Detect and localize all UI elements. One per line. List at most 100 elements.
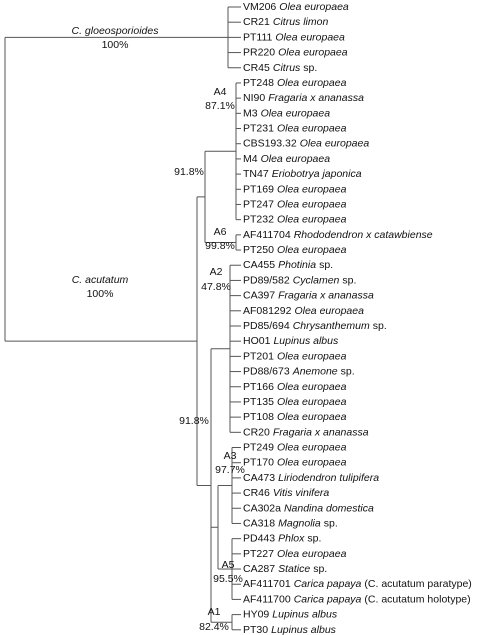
clade-name: A4 <box>214 86 227 98</box>
strain-id: NI90 <box>243 92 265 104</box>
strain-id: PT108 <box>243 411 274 423</box>
strain-id: PT232 <box>243 213 274 225</box>
species: Olea europaea <box>277 122 347 134</box>
species: Olea europaea <box>277 350 347 362</box>
species: Vitis vinifera <box>273 487 330 499</box>
strain-id: PT201 <box>243 350 274 362</box>
strain-id: PD88/673 <box>243 365 290 377</box>
leaf-label: TN47 Eriobotrya japonica <box>243 168 362 180</box>
strain-id: PD89/582 <box>243 274 290 286</box>
species: Cyclamen <box>293 274 340 286</box>
species: Olea europaea <box>261 107 331 119</box>
leaf-label: PT249 Olea europaea <box>243 441 347 453</box>
species: Photinia <box>278 259 316 271</box>
species: Lupinus albus <box>273 335 339 347</box>
species: Olea europaea <box>277 77 347 89</box>
species: Olea europaea <box>277 183 347 195</box>
strain-id: M4 <box>243 153 258 165</box>
node-support: 91.8% <box>179 415 209 427</box>
suffix: sp. <box>373 320 387 332</box>
suffix: sp. <box>324 517 338 529</box>
leaf-label: PT232 Olea europaea <box>243 213 347 225</box>
clade-name: A2 <box>210 266 223 278</box>
strain-id: PT227 <box>243 548 274 560</box>
species: Eriobotrya japonica <box>272 168 362 180</box>
strain-id: PT247 <box>243 198 274 210</box>
strain-id: CA455 <box>243 259 275 271</box>
suffix: (C. acutatum holotype) <box>364 593 470 605</box>
suffix: (C. acutatum paratype) <box>364 578 471 590</box>
species: Lupinus albus <box>272 608 338 620</box>
strain-id: PT231 <box>243 122 274 134</box>
leaf-label: AF411704 Rhododendron x catawbiense <box>243 229 433 241</box>
strain-id: CBS193.32 <box>243 137 297 149</box>
clade-support: 87.1% <box>205 100 235 112</box>
species: Lupinus albus <box>271 624 337 635</box>
species: Fragaria x ananassa <box>268 92 364 104</box>
clade-name: C. acutatum <box>72 274 129 286</box>
suffix: sp. <box>313 563 327 575</box>
species: Rhododendron x catawbiense <box>294 229 433 241</box>
clade-support: 82.4% <box>199 621 229 633</box>
suffix: sp. <box>319 259 333 271</box>
leaf-label: AF081292 Olea europaea <box>243 305 364 317</box>
species: Fragaria x ananassa <box>273 426 369 438</box>
clade-name: A3 <box>224 450 237 462</box>
leaf-label: CA287 Statice sp. <box>243 563 327 575</box>
leaf-label: PD88/673 Anemone sp. <box>243 365 355 377</box>
clade-name: A6 <box>214 226 227 238</box>
species: Magnolia <box>278 517 321 529</box>
leaf-label: PT108 Olea europaea <box>243 411 347 423</box>
species: Liriodendron tulipifera <box>278 472 379 484</box>
species: Olea europaea <box>277 244 347 256</box>
species: Phlox <box>278 532 305 544</box>
suffix: sp. <box>342 274 356 286</box>
leaf-label: PD89/582 Cyclamen sp. <box>243 274 356 286</box>
leaf-label: PD443 Phlox sp. <box>243 532 321 544</box>
species: Olea europaea <box>275 31 345 43</box>
strain-id: AF411701 <box>243 578 291 590</box>
leaf-label: HY09 Lupinus albus <box>243 608 338 620</box>
clade-support: 97.7% <box>215 464 245 476</box>
strain-id: AF081292 <box>243 305 292 317</box>
leaf-label: CR20 Fragaria x ananassa <box>243 426 369 438</box>
leaf-label: PT169 Olea europaea <box>243 183 347 195</box>
strain-id: CA473 <box>243 472 275 484</box>
leaf-label: PT111 Olea europaea <box>243 31 345 43</box>
strain-id: CA397 <box>243 289 275 301</box>
strain-id: AF411700 <box>243 593 291 605</box>
leaf-label: PT201 Olea europaea <box>243 350 347 362</box>
strain-id: CA318 <box>243 517 275 529</box>
species: Fragaria x ananassa <box>278 289 374 301</box>
species: Olea europaea <box>277 548 347 560</box>
strain-id: PD85/694 <box>243 320 290 332</box>
leaf-label: CA455 Photinia sp. <box>243 259 333 271</box>
strain-id: PT111 <box>243 31 273 43</box>
species: Olea europaea <box>294 305 364 317</box>
leaf-label: CA473 Liriodendron tulipifera <box>243 472 379 484</box>
species: Olea europaea <box>277 441 347 453</box>
strain-id: CR45 <box>243 62 270 74</box>
species: Olea europaea <box>277 411 347 423</box>
node-support: 91.8% <box>174 166 204 178</box>
strain-id: TN47 <box>243 168 269 180</box>
strain-id: PT248 <box>243 77 274 89</box>
leaf-label: AF411701 Carica papaya (C. acutatum paraty… <box>243 578 472 590</box>
clade-support: 99.8% <box>205 240 235 252</box>
strain-id: PT249 <box>243 441 274 453</box>
leaf-label: PR220 Olea europaea <box>243 46 348 58</box>
leaf-label: CR21 Citrus limon <box>243 16 328 28</box>
leaf-label: PT30 Lupinus albus <box>243 624 337 635</box>
species: Statice <box>278 563 310 575</box>
leaf-label: HO01 Lupinus albus <box>243 335 339 347</box>
species: Olea europaea <box>279 1 349 13</box>
strain-id: PT169 <box>243 183 274 195</box>
clade-support: 100% <box>87 288 114 300</box>
suffix: sp. <box>307 532 321 544</box>
strain-id: VM206 <box>243 1 276 13</box>
strain-id: PT135 <box>243 396 274 408</box>
leaf-label: PT248 Olea europaea <box>243 77 347 89</box>
leaf-label: PT170 Olea europaea <box>243 456 347 468</box>
species: Olea europaea <box>277 396 347 408</box>
